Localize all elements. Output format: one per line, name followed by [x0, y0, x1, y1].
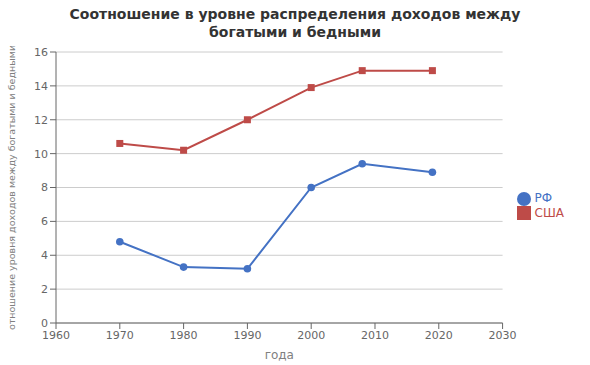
html-text:РФ: РФ	[534, 191, 553, 205]
svg-text:0: 0	[41, 317, 48, 330]
svg-text:12: 12	[34, 114, 48, 127]
svg-text:отношение уровня доходов между: отношение уровня доходов между богатыми …	[8, 46, 17, 330]
html-text:Соотношение в уровне распредел: Соотношение в уровне распределения доход…	[69, 6, 521, 22]
svg-text:8: 8	[41, 181, 48, 194]
svg-text:14: 14	[34, 80, 48, 93]
svg-text:16: 16	[34, 46, 48, 59]
svg-text:2: 2	[41, 283, 48, 296]
svg-text:4: 4	[41, 249, 48, 262]
svg-text:6: 6	[41, 215, 48, 228]
svg-text:2000: 2000	[297, 329, 325, 342]
svg-text:1980: 1980	[170, 329, 198, 342]
svg-text:2030: 2030	[489, 329, 517, 342]
html-text:богатыми и бедными: богатыми и бедными	[209, 24, 381, 40]
html-text:США: США	[534, 205, 564, 220]
svg-text:2020: 2020	[425, 329, 453, 342]
svg-text:1970: 1970	[106, 329, 134, 342]
svg-text:года: года	[265, 348, 294, 362]
svg-text:1960: 1960	[42, 329, 70, 342]
svg-text:1990: 1990	[233, 329, 261, 342]
svg-text:2010: 2010	[361, 329, 389, 342]
svg-text:10: 10	[34, 148, 48, 161]
